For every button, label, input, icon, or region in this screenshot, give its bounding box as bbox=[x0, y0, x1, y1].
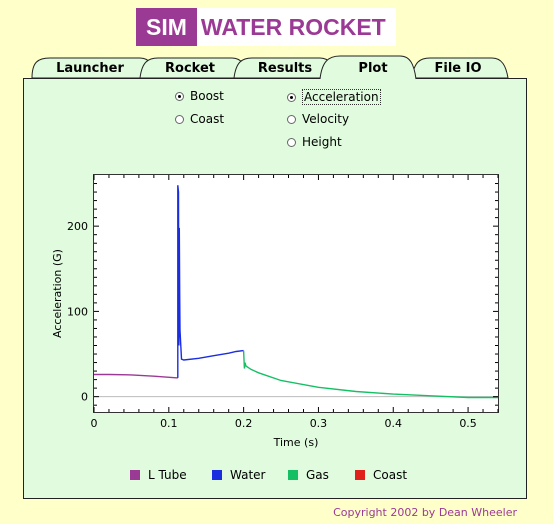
tab-plot[interactable] bbox=[319, 55, 417, 80]
radio-unselected-icon[interactable] bbox=[175, 114, 184, 124]
logo-title: WATER ROCKET bbox=[196, 8, 396, 46]
radio-velocity[interactable]: Velocity bbox=[287, 112, 349, 126]
legend-swatch bbox=[212, 470, 222, 480]
radio-coast-label: Coast bbox=[190, 112, 225, 126]
legend-l-tube: L Tube bbox=[130, 468, 187, 482]
legend-label: Coast bbox=[373, 468, 408, 482]
radio-height-label: Height bbox=[302, 135, 342, 149]
radio-velocity-label: Velocity bbox=[302, 112, 350, 126]
tab-file-io-label: File IO bbox=[434, 61, 482, 76]
legend-label: Water bbox=[230, 468, 266, 482]
copyright-text: Copyright 2002 by Dean Wheeler bbox=[333, 506, 517, 519]
radio-acceleration[interactable]: Acceleration bbox=[287, 89, 381, 105]
legend-gas: Gas bbox=[288, 468, 329, 482]
legend-water: Water bbox=[212, 468, 265, 482]
radio-unselected-icon[interactable] bbox=[287, 114, 296, 124]
app-logo: SIM WATER ROCKET bbox=[136, 8, 396, 46]
radio-selected-icon[interactable] bbox=[287, 92, 296, 102]
radio-selected-icon[interactable] bbox=[175, 91, 184, 101]
radio-coast[interactable]: Coast bbox=[175, 112, 224, 126]
legend-label: Gas bbox=[306, 468, 329, 482]
radio-unselected-icon[interactable] bbox=[287, 137, 296, 147]
logo-sim: SIM bbox=[136, 8, 197, 46]
tab-plot-label: Plot bbox=[358, 61, 388, 76]
tab-launcher-label: Launcher bbox=[56, 61, 124, 76]
legend-coast: Coast bbox=[355, 468, 407, 482]
radio-height[interactable]: Height bbox=[287, 135, 342, 149]
radio-acceleration-label: Acceleration bbox=[302, 89, 381, 105]
legend-swatch bbox=[355, 470, 365, 480]
plot-area bbox=[93, 174, 499, 413]
radio-boost[interactable]: Boost bbox=[175, 89, 224, 103]
tab-rocket-label: Rocket bbox=[165, 61, 215, 76]
legend-swatch bbox=[288, 470, 298, 480]
tab-strip bbox=[31, 55, 509, 80]
tab-file-io[interactable] bbox=[411, 57, 509, 79]
radio-boost-label: Boost bbox=[190, 89, 224, 103]
legend-label: L Tube bbox=[148, 468, 187, 482]
tab-results-label: Results bbox=[257, 61, 313, 76]
legend-swatch bbox=[130, 470, 140, 480]
